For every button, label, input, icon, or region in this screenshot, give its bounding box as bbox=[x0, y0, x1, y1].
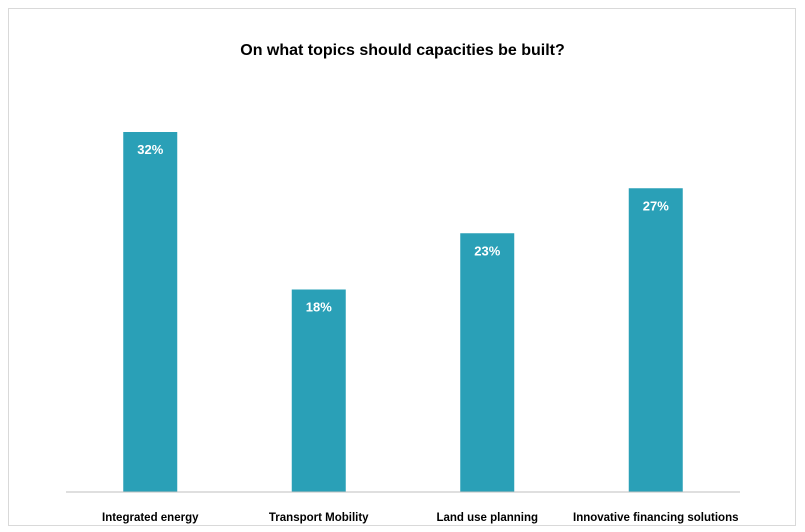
bar-3 bbox=[460, 233, 515, 492]
data-label-4: 27% bbox=[643, 198, 669, 213]
labels-group: 32% Integrated energy 18% Transport Mobilit… bbox=[102, 142, 739, 524]
category-label-4: Innovative financing solutions bbox=[573, 512, 739, 524]
category-label-2: Transport Mobility bbox=[269, 512, 369, 524]
category-label-1: Integrated energy bbox=[102, 512, 199, 524]
category-label-3: Land use planning bbox=[436, 512, 538, 524]
bar-2 bbox=[291, 289, 346, 492]
chart-title: On what topics should capacities be buil… bbox=[240, 42, 565, 59]
data-label-2: 18% bbox=[306, 300, 332, 315]
bars-group bbox=[123, 132, 683, 492]
data-label-1: 32% bbox=[137, 142, 163, 157]
bar-4 bbox=[628, 188, 683, 492]
bar-1 bbox=[123, 132, 178, 492]
data-label-3: 23% bbox=[474, 243, 500, 258]
